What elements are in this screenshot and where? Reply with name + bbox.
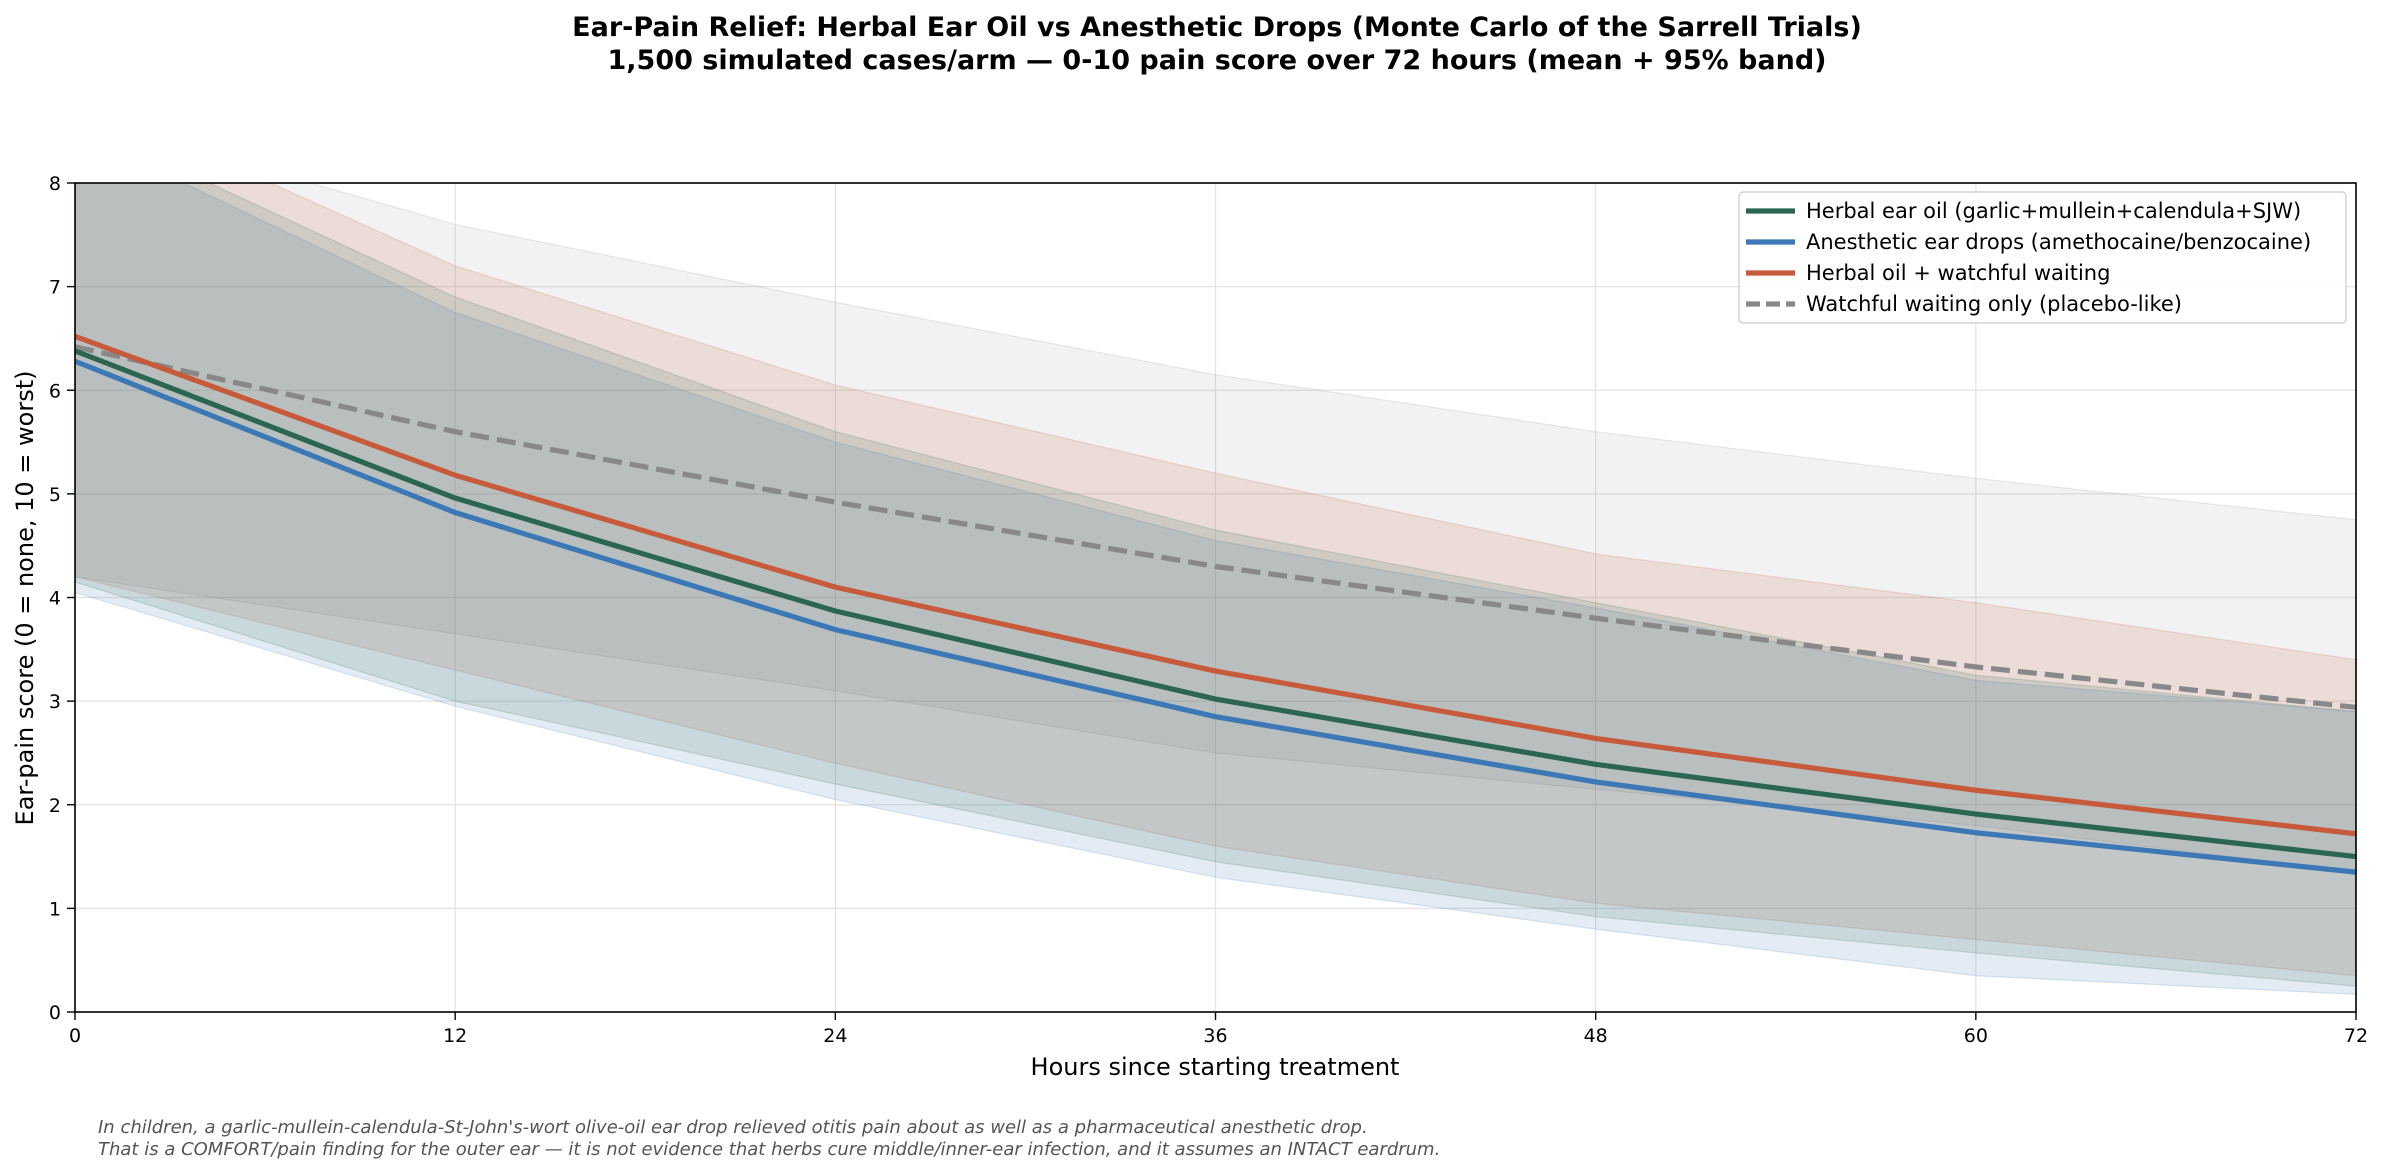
- y-tick-label: 6: [49, 380, 61, 402]
- y-tick-label: 5: [49, 484, 61, 506]
- line-series-1: [75, 348, 2356, 860]
- legend-box: [1738, 191, 2347, 324]
- band-series-3: [75, 183, 2356, 977]
- series-lines: [75, 333, 2356, 875]
- x-tick-label: 60: [1964, 1025, 1988, 1047]
- legend: Herbal ear oil (garlic+mullein+calendula…: [1738, 191, 2347, 324]
- legend-label-4: Watchful waiting only (placebo-like): [1806, 292, 2182, 316]
- footnote-line-2: That is a COMFORT/pain finding for the o…: [98, 1139, 1440, 1160]
- legend-label-2: Anesthetic ear drops (amethocaine/benzoc…: [1806, 230, 2311, 254]
- y-axis-ticks: 0 1 2 3 4 5 6 7 8: [49, 173, 75, 1024]
- y-tick-label: 2: [49, 795, 61, 817]
- line-series-4: [75, 344, 2356, 710]
- y-axis-label: Ear-pain score (0 = none, 10 = worst): [11, 371, 39, 826]
- x-tick-label: 36: [1203, 1025, 1227, 1047]
- x-tick-label: 72: [2344, 1025, 2368, 1047]
- chart-title: Ear-Pain Relief: Herbal Ear Oil vs Anest…: [572, 12, 1862, 43]
- y-tick-label: 7: [49, 277, 61, 299]
- x-axis-label: Hours since starting treatment: [1031, 1053, 1400, 1081]
- footnote-line-1: In children, a garlic-mullein-calendula-…: [98, 1117, 1368, 1138]
- x-axis-ticks: 0 12 24 36 48 60 72: [69, 1012, 2368, 1047]
- band-series-4: [75, 183, 2356, 873]
- x-tick-label: 48: [1584, 1025, 1608, 1047]
- x-tick-label: 24: [823, 1025, 847, 1047]
- y-tick-label: 4: [49, 588, 61, 610]
- y-tick-label: 1: [49, 898, 61, 920]
- line-series-3: [75, 333, 2356, 837]
- chart-subtitle: 1,500 simulated cases/arm — 0-10 pain sc…: [608, 45, 1827, 76]
- legend-label-1: Herbal ear oil (garlic+mullein+calendula…: [1806, 199, 2301, 223]
- line-series-2: [75, 358, 2356, 875]
- x-tick-label: 0: [69, 1025, 81, 1047]
- y-tick-label: 8: [49, 173, 61, 195]
- band-series-1: [75, 183, 2356, 987]
- y-tick-label: 0: [49, 1002, 61, 1024]
- y-tick-label: 3: [49, 691, 61, 713]
- x-tick-label: 12: [443, 1025, 467, 1047]
- legend-label-3: Herbal oil + watchful waiting: [1806, 261, 2110, 285]
